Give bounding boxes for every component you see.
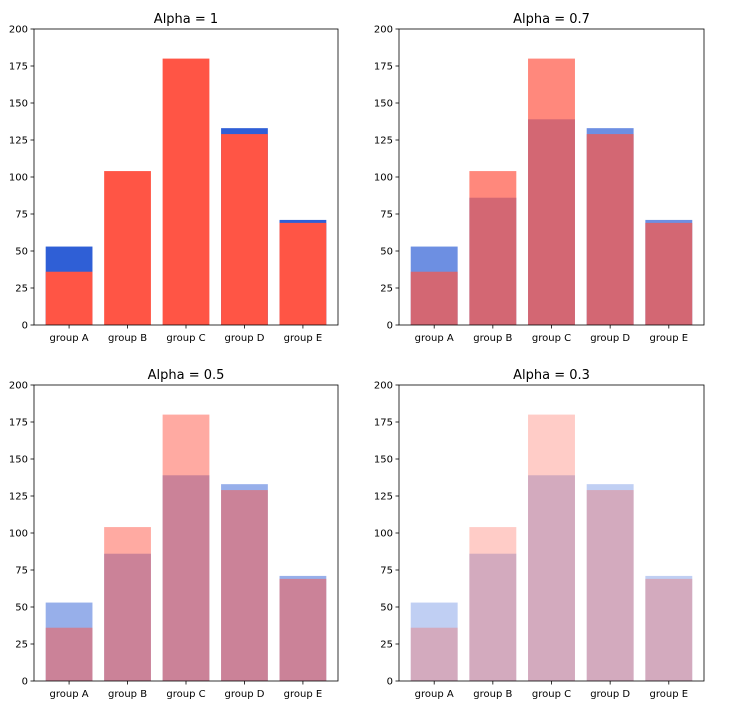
bar-red-4 [221, 490, 268, 681]
y-tick-label: 100 [374, 529, 393, 540]
x-tick-label: group B [473, 333, 512, 344]
x-tick-label: group A [50, 689, 89, 700]
y-tick-label: 75 [15, 210, 28, 221]
bar-red-1 [45, 271, 93, 325]
bar-red-4 [586, 134, 634, 325]
bar-red-3 [162, 414, 210, 681]
chart-title: Alpha = 0.3 [513, 368, 590, 383]
x-tick-label: group A [415, 689, 454, 700]
y-tick-label: 75 [380, 210, 393, 221]
y-tick-label: 50 [380, 603, 393, 614]
y-tick-label: 25 [15, 640, 28, 651]
y-tick-label: 200 [374, 25, 393, 36]
bar-blue-2 [469, 553, 517, 681]
x-tick-label: group E [650, 689, 689, 700]
y-tick-label: 175 [374, 62, 393, 73]
y-tick-label: 175 [374, 418, 393, 429]
bar-blue-5 [645, 575, 693, 681]
bar-blue-4 [586, 484, 634, 681]
bar-red-5 [279, 222, 327, 325]
x-tick-label: group B [108, 333, 147, 344]
y-tick-label: 150 [374, 99, 393, 110]
y-tick-label: 0 [22, 321, 28, 332]
y-tick-label: 75 [15, 566, 28, 577]
x-tick-label: group B [108, 689, 147, 700]
x-tick-label: group C [532, 689, 571, 700]
y-tick-label: 100 [9, 529, 28, 540]
y-tick-label: 200 [9, 25, 28, 36]
chart-panel-3: 0 25 50 75 100 125 150 175 200 group A group B grou… [9, 368, 339, 700]
bar-blue-3 [528, 475, 575, 681]
x-tick-label: group D [225, 333, 265, 344]
bar-red-1 [45, 627, 93, 681]
bar-red-5 [279, 578, 327, 681]
x-tick-label: group A [50, 333, 89, 344]
x-tick-label: group C [532, 333, 571, 344]
bar-red-1 [410, 627, 458, 681]
bar-red-2 [104, 527, 151, 681]
y-tick-label: 0 [22, 677, 28, 688]
y-tick-label: 200 [9, 381, 28, 392]
bar-red-3 [162, 58, 210, 325]
x-tick-label: group C [166, 333, 205, 344]
y-tick-label: 50 [15, 247, 28, 258]
x-tick-label: group C [166, 689, 205, 700]
chart-panel-2: 0 25 50 75 100 125 150 175 200 group A group B grou… [374, 12, 705, 344]
y-tick-label: 100 [374, 173, 393, 184]
y-tick-label: 100 [9, 173, 28, 184]
x-tick-label: group D [590, 333, 630, 344]
chart-title: Alpha = 0.7 [513, 12, 590, 27]
bar-red-2 [469, 527, 517, 681]
y-tick-label: 200 [374, 381, 393, 392]
bar-red-5 [645, 222, 693, 325]
bar-red-5 [645, 578, 693, 681]
chart-panel-4: 0 25 50 75 100 125 150 175 200 group A group B grou… [374, 368, 705, 700]
x-tick-label: group E [284, 333, 323, 344]
y-tick-label: 125 [374, 492, 393, 503]
x-tick-label: group B [473, 689, 512, 700]
y-tick-label: 50 [380, 247, 393, 258]
y-tick-label: 50 [15, 603, 28, 614]
x-tick-label: group E [650, 333, 689, 344]
y-tick-label: 150 [9, 99, 28, 110]
y-tick-label: 175 [9, 62, 28, 73]
bar-red-2 [104, 171, 151, 325]
y-tick-label: 25 [380, 640, 393, 651]
y-tick-label: 125 [9, 136, 28, 147]
chart-title: Alpha = 0.5 [148, 368, 225, 383]
x-tick-label: group E [284, 689, 323, 700]
chart-title: Alpha = 1 [154, 12, 218, 27]
x-tick-label: group D [590, 689, 630, 700]
y-tick-label: 0 [387, 677, 393, 688]
y-tick-label: 125 [374, 136, 393, 147]
y-tick-label: 75 [380, 566, 393, 577]
y-tick-label: 125 [9, 492, 28, 503]
bar-blue-1 [410, 602, 458, 681]
x-tick-label: group D [225, 689, 265, 700]
y-tick-label: 25 [15, 284, 28, 295]
y-tick-label: 175 [9, 418, 28, 429]
bar-red-1 [410, 271, 458, 325]
y-tick-label: 0 [387, 321, 393, 332]
bar-red-2 [469, 171, 517, 325]
y-tick-label: 25 [380, 284, 393, 295]
bar-red-3 [528, 414, 575, 681]
x-tick-label: group A [415, 333, 454, 344]
y-tick-label: 150 [374, 455, 393, 466]
chart-panel-1: 0 25 50 75 100 125 150 175 200 group A group B grou… [9, 12, 339, 344]
bar-red-4 [221, 134, 268, 325]
y-tick-label: 150 [9, 455, 28, 466]
bar-red-4 [586, 490, 634, 681]
bar-red-3 [528, 58, 575, 325]
